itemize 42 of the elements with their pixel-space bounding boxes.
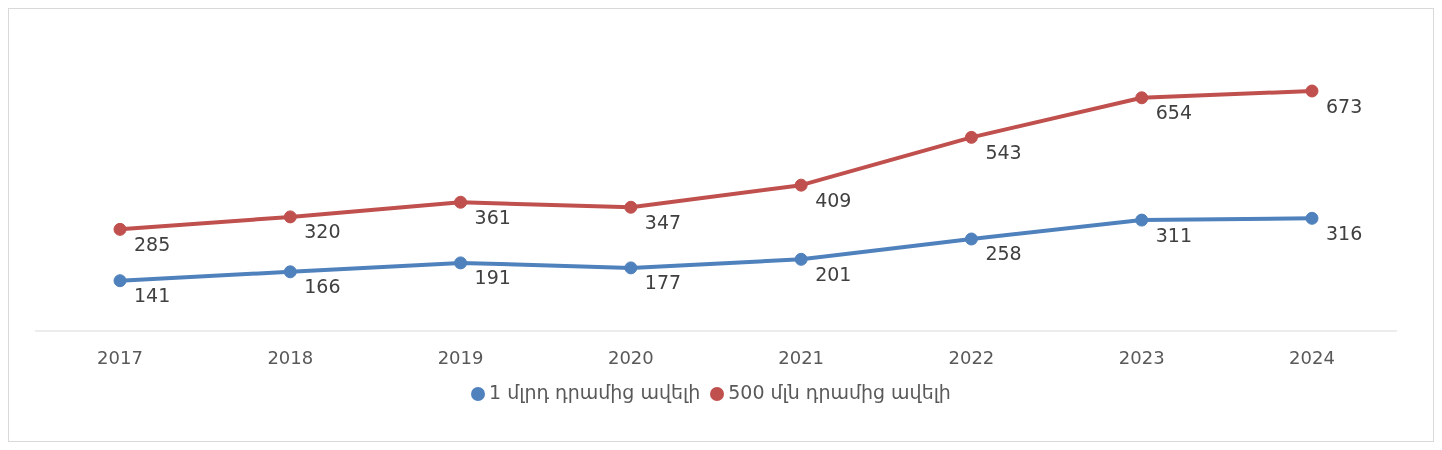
x-tick-label: 2023 <box>1118 346 1165 368</box>
data-label: 311 <box>1155 223 1192 246</box>
point <box>454 256 468 270</box>
legend-label: 500 մլն դրամից ավելի <box>728 381 951 403</box>
point <box>794 252 808 266</box>
point <box>964 130 978 144</box>
x-tick-label: 2018 <box>267 346 314 368</box>
data-label: 201 <box>815 262 852 285</box>
point <box>113 222 127 236</box>
point <box>624 200 638 214</box>
point <box>1135 91 1149 105</box>
data-label: 673 <box>1326 94 1363 117</box>
point <box>1305 84 1319 98</box>
point <box>964 232 978 246</box>
x-tick-label: 2020 <box>607 346 654 368</box>
x-tick-label: 2019 <box>437 346 484 368</box>
data-label: 191 <box>474 266 511 289</box>
data-label: 141 <box>134 284 171 307</box>
data-label: 320 <box>304 220 341 243</box>
point <box>283 210 297 224</box>
point <box>624 261 638 275</box>
data-label: 543 <box>985 140 1022 163</box>
data-label: 258 <box>985 242 1022 265</box>
point <box>1135 213 1149 227</box>
data-label: 285 <box>134 232 171 255</box>
point <box>794 178 808 192</box>
data-label: 361 <box>474 205 511 228</box>
data-label: 654 <box>1155 101 1192 124</box>
data-label: 409 <box>815 188 852 211</box>
data-label: 177 <box>644 271 682 294</box>
x-tick-label: 2022 <box>948 346 995 368</box>
point <box>283 265 297 279</box>
legend-label: 1 մլրդ դրամից ավելի <box>489 381 701 403</box>
data-label: 166 <box>304 275 341 298</box>
x-tick-label: 2024 <box>1289 346 1335 368</box>
x-tick-label: 2017 <box>97 346 143 368</box>
x-tick-label: 2021 <box>778 346 825 368</box>
data-label: 316 <box>1326 221 1363 244</box>
data-label: 347 <box>644 210 682 233</box>
point <box>454 195 468 209</box>
point <box>113 274 127 288</box>
point <box>1305 211 1319 225</box>
